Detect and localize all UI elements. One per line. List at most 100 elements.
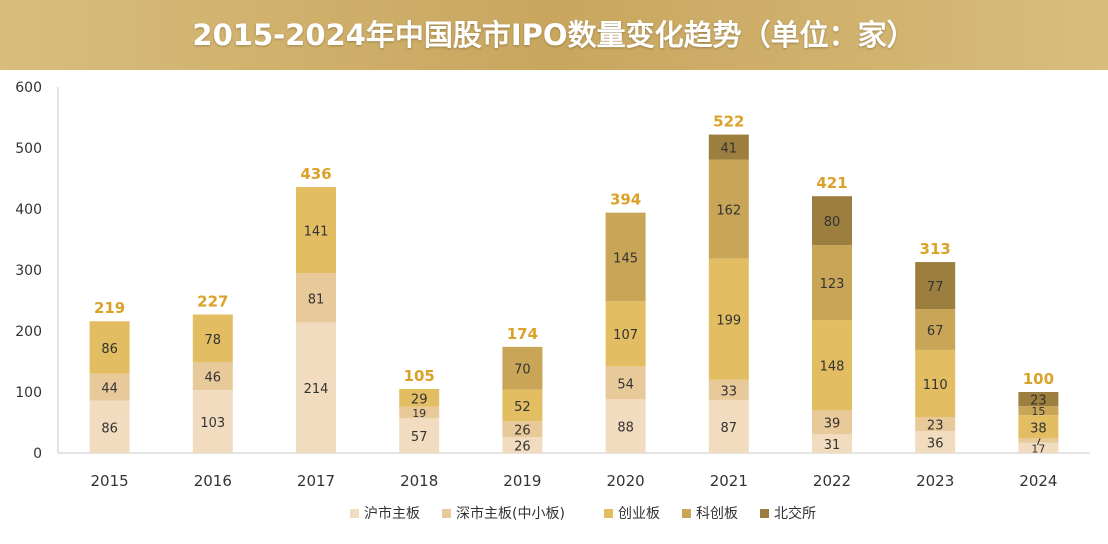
y-tick-label: 100 [15,385,42,401]
bar-segment-1 [89,373,130,401]
data-label: 86 [101,342,118,357]
data-label: 110 [923,378,948,393]
data-label: 41 [721,142,738,157]
bar-segment-1 [605,366,646,400]
bar-segment-2 [708,258,749,380]
y-tick-label: 400 [15,202,42,218]
bar-segment-4 [915,262,956,310]
data-label: 107 [613,328,638,343]
bar-segment-0 [812,434,852,453]
data-label: 54 [617,377,634,392]
data-label: 87 [721,421,738,436]
legend-label: 北交所 [774,505,816,522]
stacked-bar-chart: 0 100 200 300 400 500 600 86 44 86 219 2015 103 46 78 2… [15,80,1090,522]
total-label: 219 [94,299,125,317]
data-label: 29 [411,392,428,407]
bar-segment-4 [812,196,852,245]
data-label: 86 [101,421,118,436]
legend-label: 创业板 [618,506,660,522]
bar-segment-1 [812,410,852,435]
legend-swatch-3 [682,509,691,518]
chart-area: 0 100 200 300 400 500 600 86 44 86 219 2015 103 46 78 2… [0,70,1108,540]
bar-segment-0 [915,431,956,453]
data-label: 88 [617,421,634,436]
bar-segment-2 [296,187,336,274]
x-tick-label: 2019 [503,472,541,490]
x-tick-label: 2021 [710,472,748,490]
data-label: 39 [824,417,841,432]
data-label: 80 [824,215,841,230]
data-label: 148 [820,360,845,375]
x-tick-label: 2022 [813,472,851,490]
bar-segment-3 [1018,406,1059,416]
data-label: 38 [1030,421,1047,436]
x-tick-label: 2023 [916,472,954,490]
data-label: 123 [820,277,845,292]
bar-segment-1 [1018,438,1059,443]
bar-segment-3 [812,244,852,321]
data-label: 162 [716,204,741,219]
data-label: 19 [412,407,426,420]
legend-label: 深市主板(中小板) [456,505,565,522]
y-tick-label: 500 [15,141,42,157]
bar-segment-3 [708,159,749,259]
bar-segment-0 [399,418,440,453]
data-label: 33 [721,384,738,399]
data-label: 15 [1031,405,1045,418]
total-label: 313 [920,240,951,258]
data-label: 57 [411,430,428,445]
data-label: 46 [205,371,222,386]
bar-segment-0 [89,400,130,453]
bar-segment-1 [708,379,749,400]
x-tick-label: 2015 [91,472,129,490]
bar-segment-4 [1018,392,1059,407]
data-label: 70 [514,363,531,378]
bar-segment-4 [708,134,749,160]
total-label: 394 [610,191,641,209]
bar-segment-0 [605,399,646,453]
legend-label: 科创板 [696,506,738,522]
data-label: 17 [1031,442,1045,455]
chart-title: 2015-2024年中国股市IPO数量变化趋势（单位：家） [192,18,916,52]
data-label: 36 [927,437,944,452]
y-tick-label: 0 [33,446,42,462]
total-label: 227 [197,293,228,311]
title-bar [0,0,1108,70]
bar-segment-0 [296,322,336,453]
bar-segment-0 [192,390,233,453]
bar-segment-2 [605,301,646,367]
legend-swatch-0 [350,509,359,518]
bar-segment-1 [192,362,233,391]
bar-segment-2 [192,314,233,363]
data-label: 141 [304,225,329,240]
bar-segment-2 [502,389,543,422]
data-label: 7 [1035,435,1042,448]
bar-segment-1 [399,406,440,419]
data-label: 23 [927,419,944,434]
legend-label: 沪市主板 [364,505,420,522]
data-label: 145 [613,251,638,266]
total-label: 105 [404,367,435,385]
y-tick-label: 200 [15,324,42,340]
y-tick-label: 300 [15,263,42,279]
data-label: 44 [101,382,118,397]
x-tick-label: 2017 [297,472,335,490]
data-label: 23 [1030,394,1047,409]
total-label: 436 [300,165,331,183]
data-label: 52 [514,400,531,415]
bar-segment-2 [1018,415,1059,439]
data-label: 26 [514,424,531,439]
legend-swatch-1 [442,509,451,518]
y-tick-label: 600 [15,80,42,96]
data-label: 67 [927,324,944,339]
total-label: 174 [507,325,538,343]
bar-segment-0 [1018,442,1059,453]
data-label: 78 [205,333,222,348]
data-label: 31 [824,438,841,453]
bar-segment-1 [915,417,956,432]
bar-segment-2 [812,320,852,411]
legend-swatch-2 [604,509,613,518]
data-label: 199 [716,314,741,329]
data-label: 214 [304,382,329,397]
